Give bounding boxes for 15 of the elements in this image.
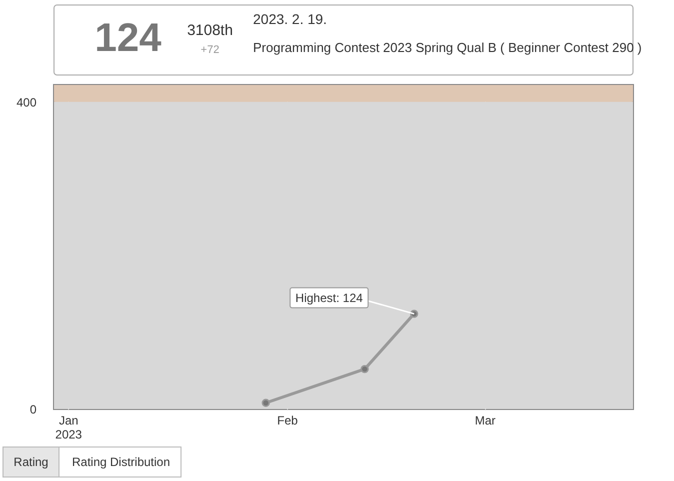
point [262,398,270,407]
text: 124 [94,16,162,60]
text: Rating Distribution [72,455,170,469]
text: Programming Contest 2023 Spring Qual B ( Beginner Contest 290 ) [253,40,642,55]
text: +72 [200,44,220,56]
point [360,364,369,374]
annotation: Highest: 124 [295,290,364,305]
x-tick-label: Feb [277,414,298,428]
text: Rating [14,455,48,469]
x-tick-label: Mar [474,414,496,428]
x-tick-label: Jan 2023 [55,414,82,442]
y-tick-label: 400 [16,95,37,110]
text: 3108th [187,22,233,39]
text: 2023. 2. 19. [253,11,327,27]
y-tick-label: 0 [30,402,37,416]
